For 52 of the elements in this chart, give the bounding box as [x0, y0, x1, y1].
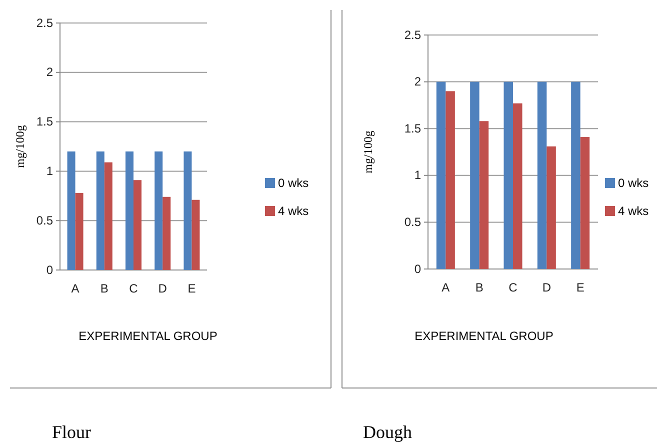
x-tick-label: D [158, 282, 168, 296]
y-tick-label: 0.5 [36, 213, 54, 228]
y-axis-title: mg/100g [13, 125, 27, 168]
legend-label: 0 wks [278, 176, 309, 190]
y-tick-label: 2 [46, 65, 54, 80]
bar [504, 82, 513, 269]
x-tick-label: A [442, 280, 450, 295]
y-tick-label: 2.5 [404, 28, 422, 42]
bar [75, 192, 84, 270]
text: Dough [363, 422, 412, 442]
x-tick-label: C [508, 280, 518, 295]
bar [571, 82, 580, 269]
legend-label: 4 wks [278, 204, 309, 218]
bar [436, 82, 446, 269]
bar [134, 180, 142, 270]
bar [104, 162, 112, 270]
bar [184, 151, 192, 270]
y-tick-label: 1.5 [36, 114, 54, 129]
y-tick-label: 1 [414, 168, 422, 182]
y-axis-title: mg/100g [361, 130, 375, 174]
text: Flour [52, 422, 92, 442]
x-axis-title: EXPERIMENTAL GROUP [414, 329, 554, 343]
y-tick-label: 0 [414, 262, 422, 276]
x-tick-label: A [71, 282, 80, 296]
y-tick-label: 2.5 [36, 16, 54, 30]
bar [479, 121, 489, 269]
legend-label: 0 wks [618, 176, 649, 190]
y-tick-label: 0.5 [404, 215, 422, 230]
x-tick-label: C [129, 282, 138, 296]
bar [154, 151, 163, 270]
x-axis-title: EXPERIMENTAL GROUP [78, 329, 218, 343]
bar [580, 137, 590, 269]
bar [67, 151, 76, 270]
x-tick-label: D [542, 280, 552, 295]
y-tick-label: 1 [46, 164, 54, 178]
bar [446, 91, 455, 269]
bar [513, 103, 522, 269]
bar [537, 82, 547, 269]
x-tick-label: E [576, 280, 584, 295]
bar [125, 151, 134, 270]
bar [470, 82, 480, 269]
x-tick-label: B [100, 282, 108, 296]
bar [96, 151, 104, 270]
y-tick-label: 2 [414, 74, 422, 89]
y-tick-label: 0 [46, 262, 54, 277]
bar [546, 146, 556, 269]
bar [192, 200, 200, 270]
y-tick-label: 1.5 [404, 121, 422, 136]
x-tick-label: E [188, 282, 196, 296]
x-tick-label: B [475, 280, 484, 295]
legend-label: 4 wks [618, 204, 649, 218]
bar [162, 196, 171, 270]
